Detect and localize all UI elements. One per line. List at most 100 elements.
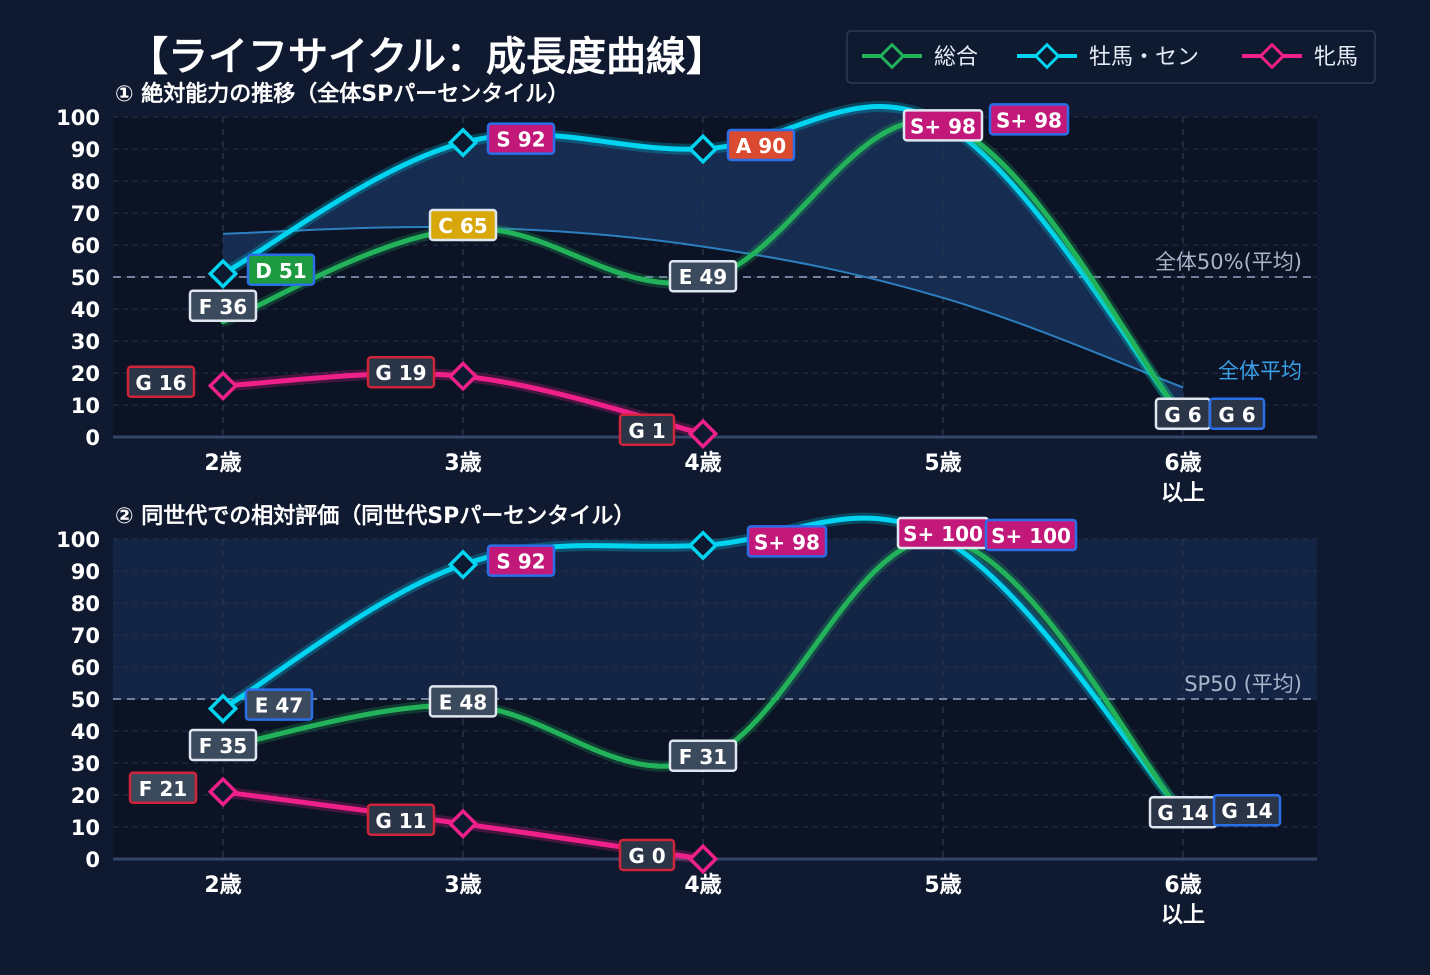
y-tick-label: 40 [71,298,100,322]
data-label: F 31 [668,739,738,773]
y-tick-label: 60 [71,234,100,258]
data-point-marker [687,133,719,165]
x-tick-label: 2歳 [204,873,241,898]
data-label: A 90 [726,128,796,162]
data-label-box [128,771,198,805]
data-point-marker [687,418,719,450]
data-label: G 19 [366,355,436,389]
x-tick-label: 4歳 [684,873,721,898]
data-label-box [126,365,196,399]
y-tick-label: 80 [71,592,100,616]
data-label: S 92 [486,544,556,577]
x-tick-label: 6歳 [1164,451,1201,476]
data-label-text: E 49 [679,265,727,289]
chart-relative: ② 同世代での相対評価（同世代SPパーセンタイル） 0 10 20 30 40 50 60 70… [56,503,1317,928]
x-tick-label: 以上 [1161,481,1205,506]
subchart-title: ② 同世代での相対評価（同世代SPパーセンタイル） [115,503,635,529]
data-label-text: G 6 [1218,403,1255,427]
series-male [220,101,1188,422]
data-label-box [618,413,676,447]
data-label-text: A 90 [736,134,786,158]
data-label: F 21 [128,771,198,805]
data-point-marker [687,843,719,875]
data-label: S+ 100 [896,516,990,550]
legend: 総合 牡馬・セン 牝馬 [846,30,1376,84]
x-tick-label: 5歳 [924,873,961,898]
legend-item: 総合 [862,42,978,70]
data-label-box [726,128,796,162]
series-line [220,104,1186,421]
data-label-box [188,728,258,762]
y-tick-label: 70 [71,202,100,226]
data-label-text: G 16 [135,371,186,395]
reference-label: 全体50%(平均) [1155,250,1302,274]
y-tick-label: 20 [71,362,100,386]
series-male [220,512,1188,818]
y-tick-label: 30 [71,752,100,776]
legend-marker [878,42,906,70]
data-label-text: G 19 [375,361,426,385]
y-tick-label: 40 [71,720,100,744]
data-label: E 48 [428,685,498,718]
data-label: G 16 [126,365,196,399]
data-label: F 36 [188,289,258,323]
x-tick-label: 4歳 [684,451,721,476]
data-label-text: G 0 [628,844,665,868]
data-label-text: E 47 [255,694,303,718]
data-label: D 51 [246,253,316,287]
data-label: S+ 98 [746,525,828,558]
data-label: S+ 98 [902,109,984,142]
y-tick-label: 60 [71,656,100,680]
y-tick-label: 30 [71,330,100,354]
y-tick-label: 20 [71,784,100,808]
data-point-marker [447,549,479,580]
data-point-marker [447,127,479,158]
data-label: G 11 [366,803,436,837]
x-tick-label: 3歳 [444,451,481,476]
data-label-text: S+ 98 [996,108,1062,132]
data-label-text: G 11 [375,809,426,833]
data-label-box [486,122,556,155]
data-point-marker [687,530,719,561]
data-label-box [668,259,738,293]
y-tick-label: 80 [71,170,100,194]
average-curve-label: 全体平均 [1218,359,1302,383]
data-label-box [746,525,828,558]
chart-absolute: ① 絶対能力の推移（全体SPパーセンタイル） 0 10 20 30 40 50 60 70 80 9… [56,81,1317,506]
data-label: S+ 98 [988,103,1070,136]
data-label-box [244,688,314,721]
data-point-marker [207,258,239,290]
data-label-text: E 48 [439,690,487,714]
series-line [220,515,1186,817]
y-tick-label: 50 [71,266,100,290]
data-label: G 14 [1212,793,1282,827]
data-label-box [366,355,436,389]
data-label: G 6 [1154,397,1212,431]
data-point-marker [207,776,239,808]
legend-label: 総合 [934,45,978,70]
y-tick-label: 70 [71,624,100,648]
subchart-title: ① 絶対能力の推移（全体SPパーセンタイル） [115,81,569,107]
data-label-text: S+ 100 [903,522,983,546]
data-label-text: G 14 [1221,799,1272,823]
upper-band [113,539,1317,699]
chart-title: 【ライフサイクル：成長度曲線】 [128,34,726,80]
data-label-box [246,253,316,287]
y-tick-label: 50 [71,688,100,712]
data-label-text: C 65 [438,214,487,238]
data-label: E 49 [668,259,738,293]
data-label: C 65 [428,208,498,242]
y-tick-label: 10 [71,394,100,418]
y-tick-label: 100 [56,528,100,552]
data-label-box [188,289,258,323]
data-label: S 92 [486,122,556,155]
above-average-area [223,106,1183,418]
y-tick-label: 90 [71,138,100,162]
data-label-box [428,685,498,718]
y-tick-label: 0 [85,426,100,450]
data-label-text: F 36 [199,295,247,319]
x-tick-label: 以上 [1161,903,1205,928]
data-label-box [618,838,676,872]
legend-label: 牡馬・セン [1089,45,1199,70]
